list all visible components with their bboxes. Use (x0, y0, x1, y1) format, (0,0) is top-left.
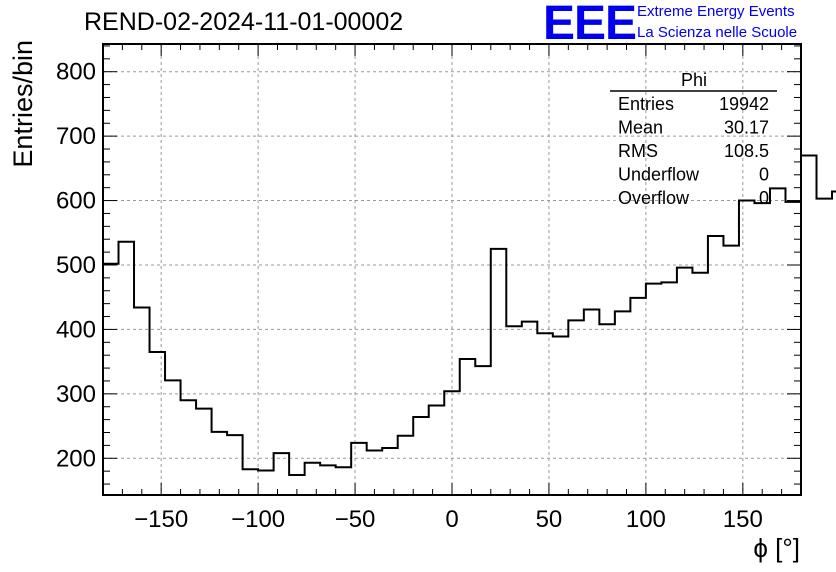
y-axis-label: Entries/bin (8, 40, 38, 168)
logo-text-line1: Extreme Energy Events (637, 3, 795, 20)
y-tick-label: 200 (56, 445, 96, 472)
stats-value-underflow: 0 (759, 165, 769, 185)
y-tick-label: 700 (56, 123, 96, 150)
stats-label-entries: Entries (618, 94, 674, 114)
x-tick-label: −150 (134, 506, 188, 533)
x-tick-label: 150 (723, 506, 763, 533)
stats-title: Phi (681, 70, 707, 90)
stats-label-rms: RMS (618, 141, 658, 161)
histogram-line (103, 154, 836, 477)
y-tick-label: 600 (56, 188, 96, 215)
x-tick-label: −100 (231, 506, 285, 533)
x-tick-label: 100 (626, 506, 666, 533)
logo-text-line2: La Scienza nelle Scuole (637, 24, 798, 41)
plot-frame (102, 43, 802, 496)
stats-label-overflow: Overflow (618, 188, 690, 208)
stats-value-entries: 19942 (719, 94, 769, 114)
eee-logo: EEE (543, 0, 637, 50)
x-tick-label: 50 (536, 506, 563, 533)
stats-label-mean: Mean (618, 118, 663, 138)
stats-label-underflow: Underflow (618, 165, 700, 185)
x-axis-label: ϕ [°] (753, 533, 800, 563)
y-tick-label: 800 (56, 59, 96, 86)
x-tick-label: −50 (335, 506, 376, 533)
stats-value-rms: 108.5 (724, 141, 769, 161)
chart-title: REND-02-2024-11-01-00002 (84, 8, 404, 36)
stats-value-mean: 30.17 (724, 118, 769, 138)
y-tick-label: 300 (56, 381, 96, 408)
stats-value-overflow: 0 (759, 188, 769, 208)
y-tick-label: 400 (56, 316, 96, 343)
x-tick-label: 0 (445, 506, 458, 533)
y-tick-label: 500 (56, 252, 96, 279)
